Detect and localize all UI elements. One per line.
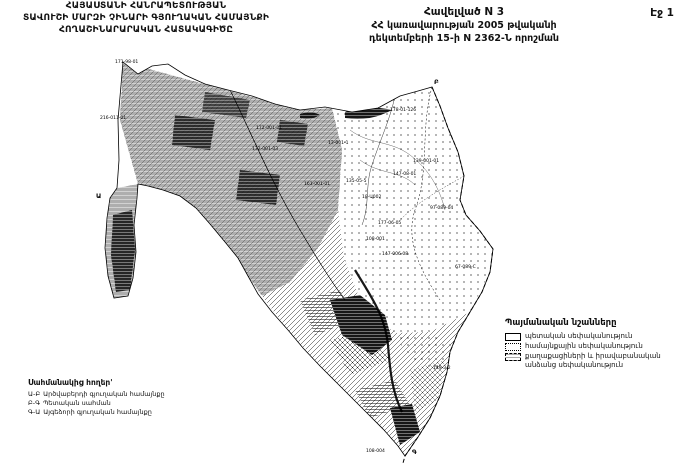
parcel-code-label: 13-001-1	[328, 140, 349, 146]
adjacent-lands-block: Սահմանակից հողեր' Ա-Բ Արծվաբերդի գյուղակա…	[28, 378, 218, 417]
boundary-marker-b: Բ	[434, 78, 439, 86]
appendix-title: Հավելված N 3	[423, 6, 505, 18]
parcel-code-label: 171-98-01	[115, 59, 138, 65]
parcel-labels: 171-98-01 216-011-01 178-01-126 172-001-…	[100, 59, 476, 454]
adjacent-lands-title: Սահմանակից հողեր'	[28, 378, 113, 387]
parcel-code-label: 147-006-08	[382, 251, 408, 257]
main-road	[354, 269, 403, 413]
segment-code: Գ-Ա	[28, 408, 41, 416]
legend-item-label: համայնքային սեփականություն	[525, 342, 643, 350]
parcel-code-label: 67-089-С	[455, 264, 476, 270]
adjacent-land-row: Ա-Բ Արծվաբերդի գյուղական համայնքը	[28, 390, 218, 399]
parcel-code-label: 216-011-01	[100, 115, 126, 121]
segment-name: Այգեձորի գյուղական համայնքը	[43, 408, 152, 416]
segment-name: Պետական սահման	[43, 399, 111, 407]
decree-line-2: դեկտեմբերի 15-ի N 2362-Ն որոշման	[368, 33, 560, 44]
map-regions	[105, 62, 493, 456]
region-west-strip	[105, 184, 138, 298]
document-title-block: ՀԱՅԱՍՏԱՆԻ ՀԱՆՐԱՊԵՏՈՒԹՅԱՆ ՏԱՎՈՒՇԻ ՄԱՐԶԻ Չ…	[0, 0, 292, 36]
parcel-code-label: 172-001-03	[252, 146, 278, 152]
state-border-line	[402, 86, 494, 464]
region-northwest-hatch	[120, 62, 342, 296]
legend: Պայմանական նշանները պետական սեփականությո…	[505, 318, 677, 370]
parcel-code-label: 108-004	[366, 448, 385, 454]
parcel-code-label: 97-089-04	[430, 205, 453, 211]
boundary-marker-a: Ա	[96, 192, 101, 200]
community-ownership-swatch-icon	[505, 343, 521, 351]
legend-item-community: համայնքային սեփականություն	[505, 342, 677, 351]
boundary-marker-c: Գ	[412, 448, 417, 456]
legend-title: Պայմանական նշանները	[505, 318, 617, 328]
parcel-code-label: 163-001-01	[304, 181, 330, 187]
segment-code: Բ-Գ	[28, 399, 41, 407]
village-blob	[330, 295, 420, 445]
parcel-code-label: 178-01-126	[390, 107, 416, 113]
legend-item-private: քաղաքացիների և իրավաբանական անձանց սեփակ…	[505, 352, 677, 369]
title-line-republic: ՀԱՅԱՍՏԱՆԻ ՀԱՆՐԱՊԵՏՈՒԹՅԱՆ	[65, 1, 227, 11]
parcel-code-label: 108-001	[366, 236, 385, 242]
parcel-code-label: 139-001-01	[413, 158, 439, 164]
appendix-block: Հավելված N 3 ՀՀ կառավարության 2005 թվակա…	[348, 6, 580, 45]
title-line-plan: ՀՈՂԱՇԻՆԱՐԱՐԱԿԱՆ ՀԱՏԱԿԱԳԻԾԸ	[58, 25, 234, 35]
adjacent-land-row: Բ-Գ Պետական սահման	[28, 399, 218, 408]
private-ownership-swatch-icon	[505, 353, 521, 361]
legend-item-state: պետական սեփականություն	[505, 332, 677, 341]
page-number: Էջ 1	[650, 7, 674, 19]
decree-line-1: ՀՀ կառավարության 2005 թվականի	[371, 20, 557, 31]
state-ownership-swatch-icon	[505, 333, 521, 341]
segment-name: Արծվաբերդի գյուղական համայնքը	[43, 390, 165, 398]
secondary-road	[229, 89, 346, 301]
parcel-code-label: 147-08-01	[393, 171, 416, 177]
parcel-code-label: 149-3-2	[433, 365, 451, 371]
parcel-code-label: 135-05-5	[346, 178, 367, 184]
segment-code: Ա-Բ	[28, 390, 41, 398]
parcel-code-label: 18-Ա002	[362, 194, 382, 200]
title-line-community: ՏԱՎՈՒՇԻ ՄԱՐԶԻ ՉԻՆԱՐԻ ԳՅՈՒՂԱԿԱՆ ՀԱՄԱՅՆՔԻ	[22, 13, 270, 23]
legend-item-label: պետական սեփականություն	[525, 332, 633, 340]
adjacent-land-row: Գ-Ա Այգեձորի գյուղական համայնքը	[28, 408, 218, 417]
parcel-code-label: 177-06-05	[378, 220, 401, 226]
boundary-markers: Ա Բ Գ	[96, 78, 439, 456]
legend-item-label: քաղաքացիների և իրավաբանական անձանց սեփակ…	[525, 352, 661, 369]
parcel-code-label: 172-001-01	[256, 125, 282, 131]
